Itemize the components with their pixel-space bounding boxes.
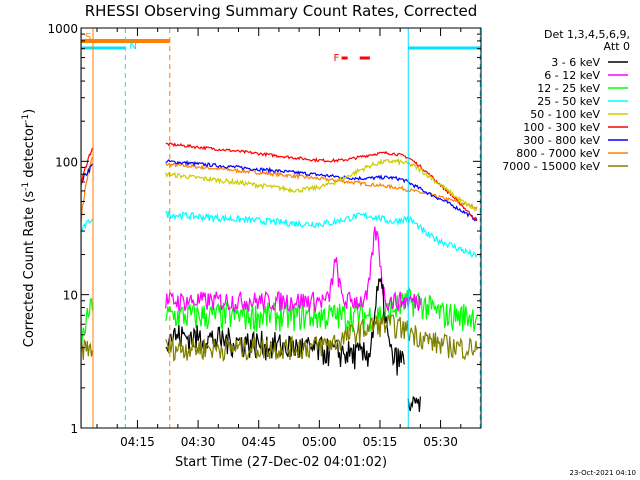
series-line (165, 286, 478, 333)
overlay-layer: S N F (80, 28, 481, 428)
series-line (165, 226, 421, 314)
y-label-end: ) (22, 109, 37, 114)
x-tick-label: 04:30 (181, 435, 216, 449)
night-label: N (129, 41, 136, 52)
series-line (80, 297, 93, 352)
y-tick-label: 100 (55, 155, 78, 169)
series-line (407, 395, 421, 413)
series-line (80, 163, 93, 183)
footer-date: 23-Oct-2021 04:10 (570, 469, 636, 477)
series-line (165, 159, 478, 222)
y-label-mid: detector (22, 122, 37, 182)
y-tick-label: 1000 (47, 22, 78, 36)
series-line (80, 339, 93, 360)
series-line (81, 218, 93, 232)
series-line (80, 156, 93, 222)
series-line (165, 157, 478, 212)
x-tick-label: 05:15 (363, 435, 398, 449)
series-line (165, 209, 478, 259)
series-line (165, 142, 478, 222)
series-line (165, 314, 478, 363)
y-label-main: Corrected Count Rate (s (22, 191, 37, 348)
series-line (80, 147, 93, 186)
x-tick-label: 04:15 (120, 435, 155, 449)
legend-title-1: Det 1,3,4,5,6,9, (544, 28, 630, 41)
y-axis-label: Corrected Count Rate (s-1 detector-1) (21, 109, 37, 347)
flare-label: F (333, 53, 339, 64)
legend-label: 25 - 50 keV (537, 95, 600, 108)
y-tick-label: 1 (70, 422, 78, 436)
legend-label: 100 - 300 keV (523, 121, 600, 134)
legend-label: 6 - 12 keV (544, 69, 600, 82)
y-tick-label: 10 (63, 289, 78, 303)
saa-label: S (85, 32, 91, 43)
legend-label: 12 - 25 keV (537, 82, 600, 95)
plot-frame (80, 27, 482, 429)
legend-label: 7000 - 15000 keV (502, 160, 600, 173)
legend-label: 800 - 7000 keV (516, 147, 600, 160)
legend-label: 300 - 800 keV (523, 134, 600, 147)
legend-title-2: Att 0 (604, 40, 630, 53)
axis-layer: 1 10 100 1000 04:15 04:30 04:45 05:00 05:15 05:30 (47, 22, 481, 449)
y-label-exp-1: -1 (21, 182, 31, 191)
x-tick-label: 04:45 (241, 435, 276, 449)
series-line (165, 162, 478, 211)
x-tick-label: 05:00 (302, 435, 337, 449)
legend-label: 50 - 100 keV (530, 108, 600, 121)
x-tick-label: 05:30 (423, 435, 458, 449)
legend-label: 3 - 6 keV (551, 56, 600, 69)
chart-title: RHESSI Observing Summary Count Rates, Co… (85, 2, 478, 20)
data-layer (80, 142, 478, 413)
x-axis-label: Start Time (27-Dec-02 04:01:02) (175, 455, 387, 470)
y-label-exp-2: -1 (21, 114, 31, 123)
